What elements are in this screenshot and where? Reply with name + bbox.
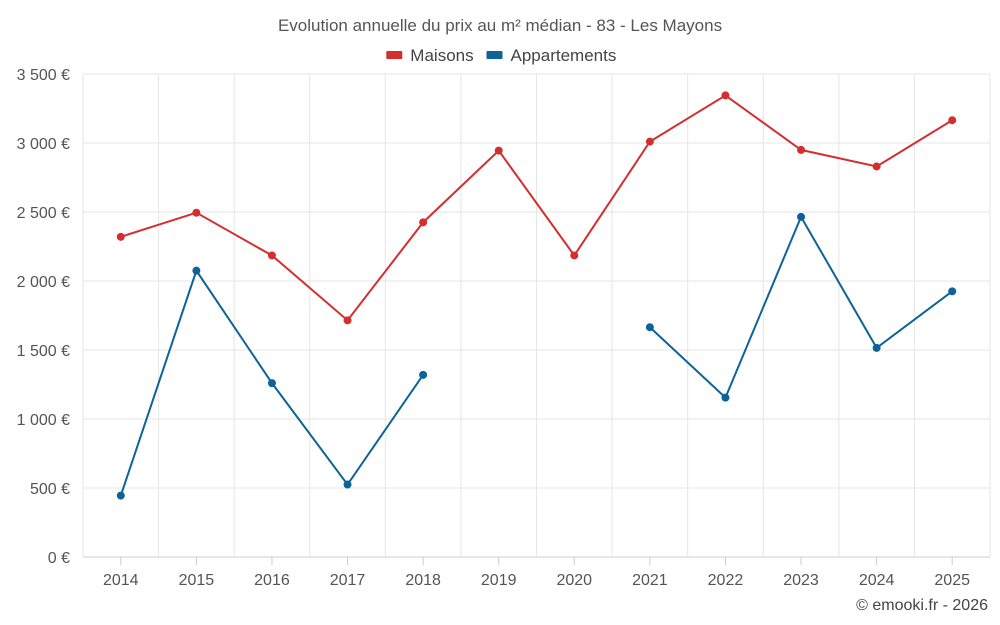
data-point[interactable] (570, 251, 579, 260)
data-point[interactable] (343, 480, 352, 489)
data-point[interactable] (721, 91, 730, 100)
data-point[interactable] (948, 287, 957, 296)
legend-label: Maisons (410, 46, 473, 65)
legend-swatch (386, 51, 403, 59)
series-line (649, 214, 953, 400)
credit-text: © emooki.fr - 2026 (856, 597, 988, 614)
x-tick-label: 2014 (103, 572, 139, 589)
y-tick-label: 3 500 € (17, 67, 70, 84)
y-tick-label: 2 500 € (17, 205, 70, 222)
x-tick-label: 2018 (405, 572, 441, 589)
data-point[interactable] (872, 343, 881, 352)
series-layer (116, 91, 957, 500)
data-point[interactable] (797, 212, 806, 221)
data-point[interactable] (419, 218, 428, 227)
x-tick-label: 2015 (179, 572, 215, 589)
data-point[interactable] (645, 137, 654, 146)
legend-swatch (486, 51, 503, 59)
data-point[interactable] (872, 162, 881, 171)
series-appartements (116, 212, 957, 500)
data-point[interactable] (797, 145, 806, 154)
data-point[interactable] (721, 393, 730, 402)
x-tick-label: 2021 (632, 572, 668, 589)
data-point[interactable] (116, 232, 125, 241)
y-tick-label: 2 000 € (17, 274, 70, 291)
data-point[interactable] (494, 146, 503, 155)
chart-title: Evolution annuelle du prix au m² médian … (278, 16, 722, 35)
series-line (120, 94, 953, 322)
data-point[interactable] (419, 370, 428, 379)
x-axis: 2014 2015 2016 2017 2018 2019 2020 2021 2022 2023… (103, 557, 970, 589)
y-tick-label: 500 € (30, 481, 70, 498)
legend: Maisons Appartements (386, 46, 616, 65)
x-tick-label: 2017 (330, 572, 366, 589)
data-point[interactable] (267, 251, 276, 260)
legend-item-maisons[interactable]: Maisons (386, 46, 474, 65)
x-tick-label: 2024 (859, 572, 895, 589)
data-point[interactable] (267, 379, 276, 388)
x-tick-label: 2022 (708, 572, 744, 589)
y-tick-label: 1 500 € (17, 343, 70, 360)
data-point[interactable] (948, 116, 957, 125)
legend-label: Appartements (511, 46, 617, 65)
data-point[interactable] (343, 316, 352, 325)
legend-item-appartements[interactable]: Appartements (486, 46, 617, 65)
data-point[interactable] (645, 323, 654, 332)
x-tick-label: 2019 (481, 572, 517, 589)
x-tick-label: 2020 (556, 572, 592, 589)
grid (82, 73, 991, 558)
y-tick-label: 1 000 € (17, 412, 70, 429)
data-point[interactable] (192, 266, 201, 275)
x-tick-label: 2023 (783, 572, 819, 589)
y-tick-label: 0 € (48, 550, 70, 567)
y-axis: 0 € 500 € 1 000 € 1 500 € 2 000 € 2 500 € 3 00… (17, 67, 70, 567)
series-maisons (116, 91, 957, 325)
x-tick-label: 2016 (254, 572, 290, 589)
y-tick-label: 3 000 € (17, 136, 70, 153)
data-point[interactable] (116, 491, 125, 500)
x-tick-label: 2025 (934, 572, 970, 589)
data-point[interactable] (192, 208, 201, 217)
